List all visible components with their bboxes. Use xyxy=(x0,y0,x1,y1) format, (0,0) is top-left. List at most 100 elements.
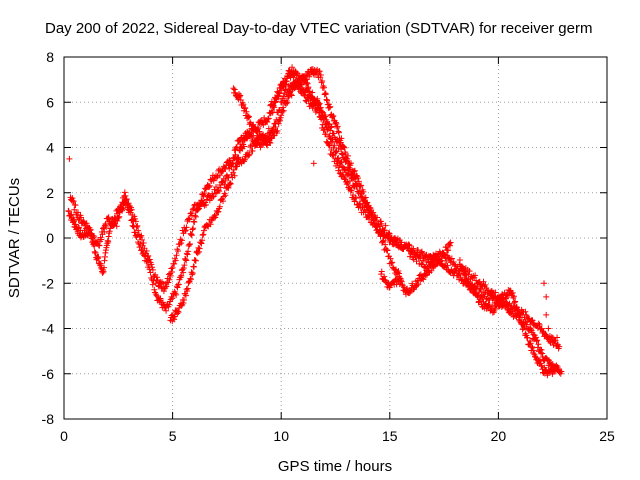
data-point-track-7 xyxy=(514,306,521,313)
data-point-track-2 xyxy=(492,289,499,296)
data-point-track-1 xyxy=(169,295,176,302)
data-point-track-1 xyxy=(553,362,560,369)
data-point-track-1 xyxy=(382,222,389,229)
data-point-track-4 xyxy=(337,142,344,149)
data-point-track-2 xyxy=(257,144,264,151)
data-point-track-6 xyxy=(263,141,270,148)
data-point-track-3 xyxy=(279,108,286,115)
data-point-track-5 xyxy=(381,273,388,280)
data-point-track-6 xyxy=(184,287,191,294)
data-point-track-4 xyxy=(354,180,361,187)
data-point-track-2 xyxy=(96,242,103,249)
data-point-outlier xyxy=(543,293,550,300)
data-point-track-5 xyxy=(446,242,453,249)
data-point-track-3 xyxy=(384,247,391,254)
data-point-outlier xyxy=(543,311,550,318)
data-point-track-4 xyxy=(315,101,322,108)
data-point-track-7 xyxy=(532,354,539,361)
data-point-track-2 xyxy=(183,224,190,231)
data-point-track-2 xyxy=(233,144,240,151)
data-point-track-2 xyxy=(230,155,237,162)
data-point-track-3 xyxy=(275,120,282,127)
data-point-track-2 xyxy=(224,173,231,180)
data-point-track-7 xyxy=(511,299,518,306)
data-point-track-1 xyxy=(179,266,186,273)
data-point-track-3 xyxy=(364,199,371,206)
data-point-track-5 xyxy=(438,255,445,262)
data-point-track-7 xyxy=(529,344,536,351)
y-tick-label: -4 xyxy=(42,321,55,337)
y-tick-label: 8 xyxy=(46,49,54,65)
data-point-track-6 xyxy=(181,296,188,303)
data-point-track-6 xyxy=(189,271,196,278)
data-point-track-3 xyxy=(276,117,283,124)
data-point-track-2 xyxy=(172,257,179,264)
data-point-track-1 xyxy=(162,305,169,312)
data-point-track-1 xyxy=(374,214,381,221)
data-point-track-3 xyxy=(327,103,334,110)
data-point-track-2 xyxy=(538,325,545,332)
data-point-track-6 xyxy=(225,184,232,191)
data-point-track-2 xyxy=(350,191,357,198)
data-point-track-7 xyxy=(515,307,522,314)
data-point-outlier xyxy=(310,160,317,167)
data-point-track-1 xyxy=(444,262,451,269)
data-point-track-1 xyxy=(70,218,77,225)
data-point-track-2 xyxy=(203,196,210,203)
data-point-track-2 xyxy=(149,264,156,271)
data-point-track-2 xyxy=(305,94,312,101)
data-point-track-2 xyxy=(188,212,195,219)
data-point-track-4 xyxy=(334,136,341,143)
data-point-track-1 xyxy=(201,190,208,197)
data-point-track-3 xyxy=(255,125,262,132)
data-point-track-7 xyxy=(516,310,523,317)
data-point-track-3 xyxy=(373,223,380,230)
data-point-track-6 xyxy=(194,250,201,257)
data-point-track-2 xyxy=(202,201,209,208)
data-point-track-1 xyxy=(178,272,185,279)
data-point-track-2 xyxy=(265,125,272,132)
data-point-track-6 xyxy=(171,316,178,323)
data-point-track-4 xyxy=(351,174,358,181)
data-point-track-2 xyxy=(143,247,150,254)
data-point-track-2 xyxy=(113,223,120,230)
data-point-track-6 xyxy=(265,135,272,142)
data-point-track-7 xyxy=(465,278,472,285)
data-point-track-2 xyxy=(506,300,513,307)
data-point-track-2 xyxy=(217,184,224,191)
y-tick-label: 2 xyxy=(46,185,54,201)
data-point-track-2 xyxy=(71,206,78,213)
data-point-track-2 xyxy=(186,216,193,223)
data-point-track-7 xyxy=(510,293,517,300)
data-point-track-2 xyxy=(344,179,351,186)
data-point-track-2 xyxy=(175,248,182,255)
data-point-track-2 xyxy=(406,253,413,260)
data-point-track-3 xyxy=(322,91,329,98)
data-point-track-1 xyxy=(265,115,272,122)
data-point-track-3 xyxy=(335,129,342,136)
data-point-track-1 xyxy=(157,295,164,302)
y-tick-label: -8 xyxy=(42,411,55,427)
data-point-track-2 xyxy=(326,142,333,149)
x-tick-label: 25 xyxy=(599,428,615,444)
data-point-track-1 xyxy=(181,262,188,269)
data-point-track-7 xyxy=(495,302,502,309)
data-point-track-2 xyxy=(233,144,240,151)
data-point-track-6 xyxy=(207,221,214,228)
data-point-track-3 xyxy=(334,124,341,131)
data-point-track-3 xyxy=(317,72,324,79)
data-point-track-1 xyxy=(206,184,213,191)
data-point-track-5 xyxy=(422,272,429,279)
data-point-track-1 xyxy=(213,174,220,181)
data-point-track-3 xyxy=(240,101,247,108)
data-point-outlier xyxy=(66,155,73,162)
y-tick-label: -2 xyxy=(42,275,55,291)
data-point-track-2 xyxy=(393,239,400,246)
data-point-track-3 xyxy=(231,86,238,93)
data-point-track-1 xyxy=(535,341,542,348)
data-point-track-4 xyxy=(353,182,360,189)
data-point-track-2 xyxy=(78,214,85,221)
data-point-track-4 xyxy=(283,78,290,85)
data-point-track-1 xyxy=(410,245,417,252)
